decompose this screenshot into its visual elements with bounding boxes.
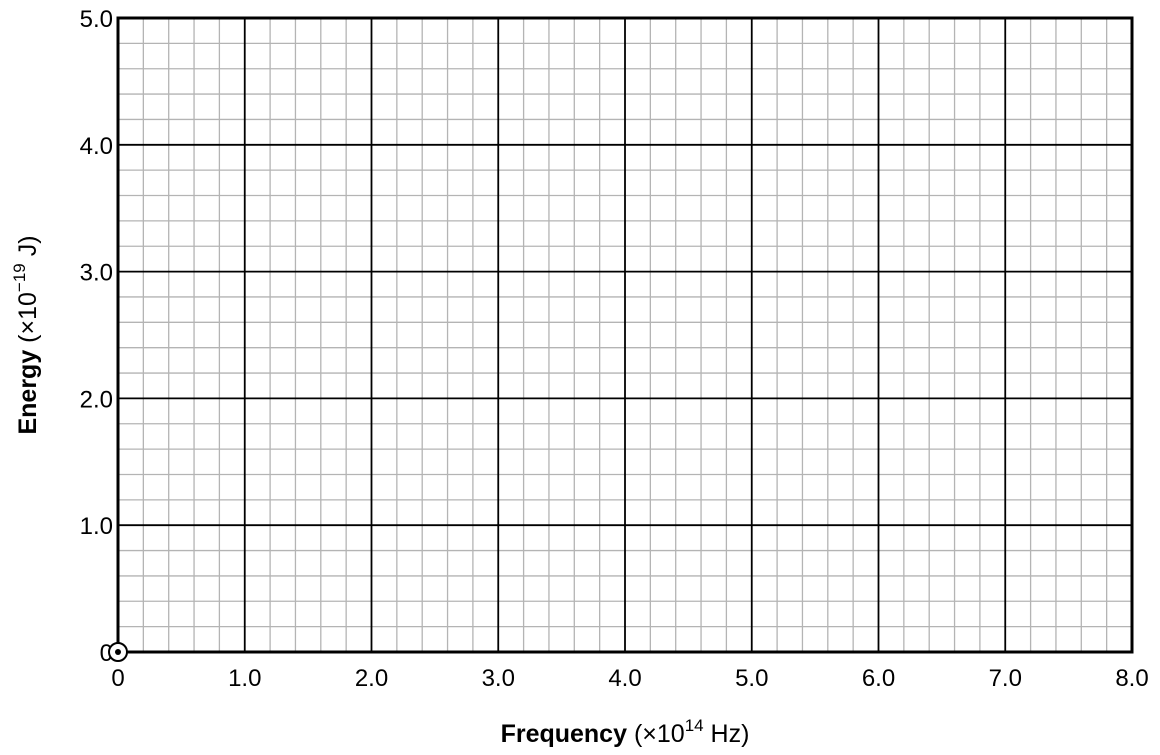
plot-frame (116, 16, 1134, 654)
x-tick-label: 5.0 (735, 665, 768, 692)
y-axis-title-unit-prefix: (×10 (14, 292, 42, 350)
x-tick-label: 7.0 (989, 665, 1022, 692)
y-tick-label: 4.0 (80, 133, 113, 160)
major-grid (118, 18, 1132, 652)
y-axis-title: Energy (×10−19 J) (10, 235, 42, 434)
y-tick-labels: 01.02.03.04.05.0 (80, 6, 113, 667)
y-axis-title-exponent: −19 (10, 263, 29, 292)
y-tick-label: 2.0 (80, 386, 113, 413)
x-tick-labels: 0 1.0 2.0 3.0 4.0 5.0 6.0 7.0 8.0 (111, 665, 1148, 692)
x-tick-label: 8.0 (1115, 665, 1148, 692)
x-tick-label: 6.0 (862, 665, 895, 692)
x-axis-title-unit-suffix: Hz) (704, 720, 750, 748)
y-tick-label: 1.0 (80, 513, 113, 540)
y-tick-label: 3.0 (80, 260, 113, 287)
x-axis-title-unit-prefix: (×10 (627, 720, 685, 748)
data-points (108, 642, 128, 662)
y-axis-title-unit-suffix: J) (14, 235, 42, 263)
x-tick-label: 3.0 (482, 665, 515, 692)
x-tick-label: 2.0 (355, 665, 388, 692)
y-axis-title-main: Energy (14, 350, 42, 435)
data-point-dot (115, 649, 121, 655)
x-axis-title-main: Frequency (501, 720, 628, 748)
x-tick-label: 1.0 (228, 665, 261, 692)
x-axis-title-exponent: 14 (685, 716, 704, 735)
y-tick-label: 5.0 (80, 6, 113, 33)
x-tick-label: 4.0 (608, 665, 641, 692)
x-axis-title: Frequency (×1014 Hz) (501, 716, 750, 748)
x-tick-label: 0 (111, 665, 124, 692)
data-point-circled-dot (108, 642, 128, 662)
